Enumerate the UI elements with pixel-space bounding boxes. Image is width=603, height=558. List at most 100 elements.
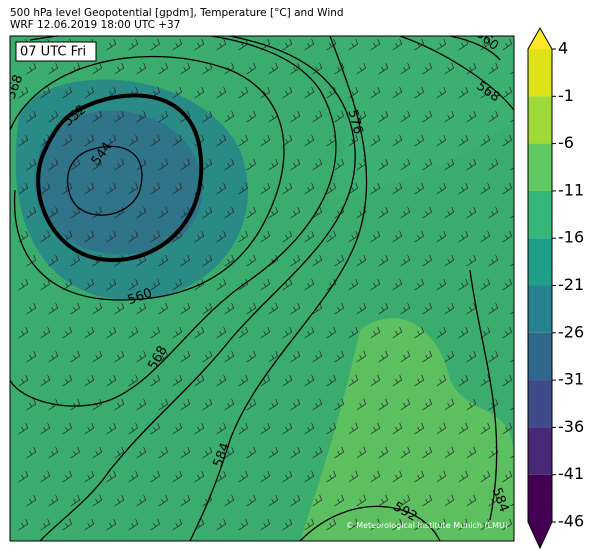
wind-barb [282, 278, 293, 291]
wind-barb [304, 134, 315, 147]
wind-barb [378, 206, 389, 219]
contour [399, 36, 514, 111]
wind-barb [268, 350, 279, 363]
wind-barb [194, 86, 205, 99]
wind-barb [246, 254, 257, 267]
wind-barb [216, 230, 227, 243]
wind-barb [444, 206, 455, 219]
wind-barb [436, 422, 447, 435]
wind-barb [392, 230, 403, 243]
wind-barb [370, 374, 381, 387]
title: 500 hPa level Geopotential [gpdm], Tempe… [10, 7, 344, 19]
wind-barb [172, 134, 183, 147]
wind-barb [436, 518, 447, 531]
wind-barb [334, 350, 345, 363]
wind-barb [128, 278, 139, 291]
wind-barb [502, 518, 513, 531]
wind-barb [502, 374, 513, 387]
wind-barb [70, 494, 81, 507]
wind-barb [48, 254, 59, 267]
wind-barb [216, 38, 227, 51]
wind-barb [458, 422, 469, 435]
wind-barb [48, 206, 59, 219]
wind-barb [290, 254, 301, 267]
wind-barb [216, 182, 227, 195]
wind-barb [260, 518, 271, 531]
wind-barb [246, 494, 257, 507]
wind-barb [202, 206, 213, 219]
wind-barb [136, 446, 147, 459]
wind-barb [370, 134, 381, 147]
wind-barb [238, 422, 249, 435]
wind-barb [158, 62, 169, 75]
wind-barb [444, 62, 455, 75]
wind-barb [444, 302, 455, 315]
wind-barb [466, 110, 477, 123]
wind-barb [282, 326, 293, 339]
map-frame [9, 35, 515, 542]
wind-barb [422, 446, 433, 459]
wind-barb [392, 86, 403, 99]
wind-barb [224, 350, 235, 363]
colorbar-band [528, 96, 552, 144]
contour [189, 36, 368, 541]
wind-barb [106, 86, 117, 99]
wind-barb [238, 134, 249, 147]
wind-barb [180, 158, 191, 171]
wind-barb [238, 230, 249, 243]
wind-barb [326, 326, 337, 339]
wind-barb [400, 494, 411, 507]
wind-barb [70, 446, 81, 459]
wind-barb [422, 158, 433, 171]
cold-core [34, 110, 203, 255]
colorbar-tick-label: -36 [558, 417, 584, 436]
contour [449, 36, 501, 61]
wind-barb [356, 254, 367, 267]
wind-barb [436, 278, 447, 291]
wind-barb [466, 446, 477, 459]
wind-barb [114, 302, 125, 315]
wind-barb [480, 326, 491, 339]
wind-barb [502, 326, 513, 339]
colorbar-tick-label: -16 [558, 228, 584, 247]
wind-barb [136, 302, 147, 315]
wind-barb [422, 254, 433, 267]
wind-barb [502, 278, 513, 291]
wind-barb [356, 62, 367, 75]
subtitle: WRF 12.06.2019 18:00 UTC +37 [10, 19, 180, 31]
wind-barb [62, 278, 73, 291]
colorbar-tick-label: -11 [558, 180, 584, 199]
wind-barb [480, 278, 491, 291]
wind-barb [172, 470, 183, 483]
wind-barb [370, 230, 381, 243]
colorbar-tick-label: -31 [558, 370, 584, 389]
wind-barb [158, 206, 169, 219]
wind-barb [370, 422, 381, 435]
wind-barb [114, 110, 125, 123]
wind-barb [326, 374, 337, 387]
wind-barb [392, 326, 403, 339]
wind-barb [84, 518, 95, 531]
colorbar-tick-label: -1 [558, 86, 574, 105]
wind-barb [128, 422, 139, 435]
wind-barb [150, 278, 161, 291]
wind-barb [172, 374, 183, 387]
wind-barb [312, 398, 323, 411]
wind-barb [18, 230, 29, 243]
wind-barb [238, 374, 249, 387]
contour [469, 269, 498, 521]
contour-bold [36, 93, 204, 263]
wind-barb [458, 470, 469, 483]
wind-barb [312, 350, 323, 363]
wind-barb [136, 494, 147, 507]
wind-barb [18, 518, 29, 531]
wind-barb [216, 518, 227, 531]
wind-barb [158, 158, 169, 171]
wind-barb [246, 446, 257, 459]
wind-barb [92, 494, 103, 507]
wind-barb [312, 254, 323, 267]
wind-barb [334, 254, 345, 267]
time-label: 07 UTC Fri [20, 45, 86, 60]
wind-barb [348, 134, 359, 147]
